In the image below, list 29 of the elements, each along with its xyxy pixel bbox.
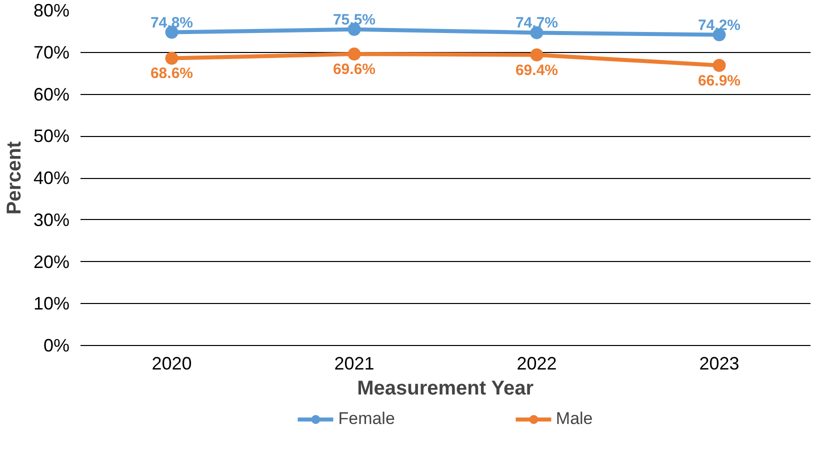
data-label: 74.8%	[150, 14, 194, 32]
legend-label: Male	[556, 409, 593, 429]
y-tick-label: 10%	[33, 294, 70, 314]
data-label: 66.9%	[698, 72, 741, 90]
y-tick-label: 20%	[33, 252, 70, 272]
y-tick-label: 60%	[33, 84, 70, 104]
y-axis-title: Percent	[3, 140, 26, 215]
x-tick-label: 2023	[699, 354, 740, 374]
point	[712, 58, 726, 72]
legend-label: Female	[338, 409, 395, 429]
point	[348, 48, 361, 61]
data-label: 69.6%	[332, 61, 376, 78]
data-label: 74.7%	[515, 14, 558, 32]
y-tick-label: 80%	[33, 0, 70, 20]
y-tick-label: 50%	[33, 126, 70, 146]
x-tick-label: 2021	[334, 354, 374, 374]
y-tick-label: 30%	[33, 210, 70, 230]
x-tick-label: 2022	[516, 354, 557, 374]
data-label: 69.4%	[515, 62, 558, 79]
x-tick-label: 2020	[152, 354, 192, 374]
point	[165, 52, 178, 65]
data-label: 75.5%	[332, 11, 376, 28]
data-label: 68.6%	[150, 65, 194, 82]
point	[530, 48, 544, 62]
data-label: 74.2%	[698, 16, 741, 34]
y-tick-label: 40%	[33, 168, 70, 188]
x-axis-title: Measurement Year	[357, 378, 534, 400]
y-tick-label: 70%	[33, 42, 70, 62]
y-tick-label: 0%	[43, 336, 70, 356]
